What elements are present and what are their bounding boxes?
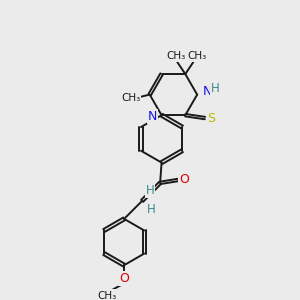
Text: CH₃: CH₃: [188, 51, 207, 61]
Text: CH₃: CH₃: [121, 93, 140, 103]
Text: H: H: [146, 184, 154, 197]
Text: O: O: [119, 272, 129, 285]
Text: CH₃: CH₃: [167, 51, 186, 61]
Text: CH₃: CH₃: [98, 291, 117, 300]
Text: N: N: [202, 85, 212, 98]
Text: N: N: [148, 110, 157, 123]
Text: O: O: [179, 173, 189, 187]
Text: S: S: [207, 112, 215, 124]
Text: H: H: [146, 203, 155, 216]
Text: H: H: [211, 82, 220, 95]
